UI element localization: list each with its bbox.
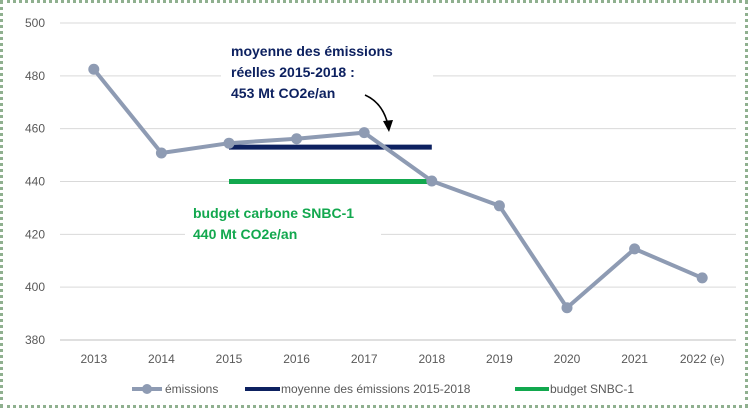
x-tick-label-9: 2022 (e) (680, 352, 725, 366)
y-axis: 380 400 420 440 460 480 500 (25, 16, 45, 347)
annotation-budget-line-2: 440 Mt CO2e/an (193, 226, 297, 242)
annotation-average: moyenne des émissions réelles 2015-2018 … (221, 37, 433, 103)
legend-label-budget: budget SNBC-1 (550, 382, 634, 396)
annotation-average-line-3: 453 Mt CO2e/an (231, 85, 335, 101)
emissions-point-2021 (629, 243, 641, 255)
y-tick-label-480: 480 (25, 69, 45, 83)
y-tick-label-500: 500 (25, 16, 45, 30)
y-tick-label-420: 420 (25, 227, 45, 241)
annotation-budget-bg (185, 201, 381, 247)
emissions-line (92, 67, 703, 310)
annotation-average-line-2: réelles 2015-2018 : (231, 64, 355, 80)
x-tick-label-4: 2017 (351, 352, 378, 366)
x-tick-label-3: 2016 (283, 352, 310, 366)
legend-item-average: moyenne des émissions 2015-2018 (245, 382, 471, 396)
annotation-average-line-1: moyenne des émissions (231, 43, 393, 59)
annotation-budget: budget carbone SNBC-1 440 Mt CO2e/an (185, 201, 381, 247)
x-tick-label-8: 2021 (621, 352, 648, 366)
annotation-average-bg (221, 37, 433, 103)
y-tick-label-440: 440 (25, 175, 45, 189)
y-tick-label-380: 380 (25, 333, 45, 347)
legend-item-emissions: émissions (132, 382, 218, 396)
x-tick-label-0: 2013 (80, 352, 107, 366)
emissions-point-2014 (155, 147, 167, 159)
x-tick-label-1: 2014 (148, 352, 175, 366)
x-tick-label-2: 2015 (216, 352, 243, 366)
legend-label-emissions: émissions (165, 382, 218, 396)
emissions-point-2015 (223, 137, 235, 149)
y-tick-label-460: 460 (25, 122, 45, 136)
legend-item-budget: budget SNBC-1 (515, 382, 634, 396)
x-tick-label-5: 2018 (418, 352, 445, 366)
legend-marker-emissions (142, 384, 152, 394)
emissions-point-2017 (358, 127, 370, 139)
legend-label-average: moyenne des émissions 2015-2018 (281, 382, 471, 396)
emissions-point-2013 (88, 63, 100, 75)
x-tick-label-7: 2020 (554, 352, 581, 366)
emissions-series (88, 63, 708, 314)
emissions-point-2020 (561, 302, 573, 314)
emissions-point-2016 (291, 133, 303, 145)
x-axis: 2013 2014 2015 2016 2017 2018 2019 2020 2021 2022… (80, 352, 724, 366)
emissions-point-2019 (493, 200, 505, 212)
emissions-point-2022 (e) (696, 272, 708, 284)
legend: émissions moyenne des émissions 2015-201… (132, 382, 634, 396)
y-tick-label-400: 400 (25, 280, 45, 294)
annotation-arrow-head (383, 120, 393, 132)
reference-lines (229, 144, 432, 184)
annotation-budget-line-1: budget carbone SNBC-1 (193, 205, 354, 221)
emissions-point-2018 (426, 175, 438, 187)
x-tick-label-6: 2019 (486, 352, 513, 366)
